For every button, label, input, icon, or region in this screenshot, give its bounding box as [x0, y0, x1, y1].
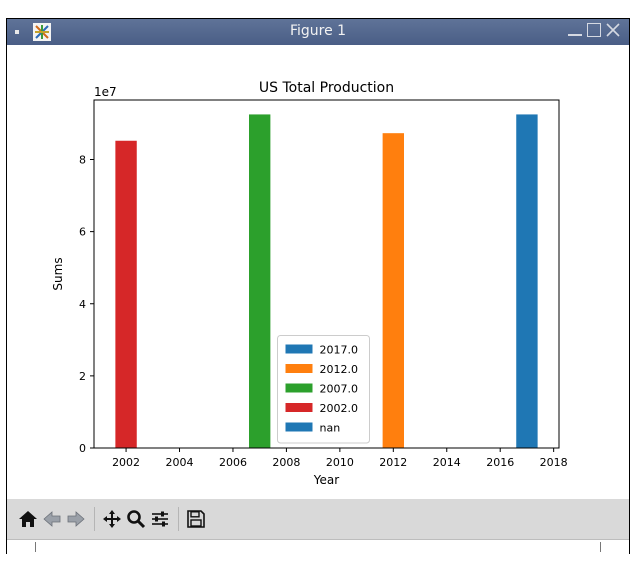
- window-menu-icon[interactable]: [15, 30, 19, 34]
- legend-label: 2007.0: [320, 383, 359, 396]
- legend-swatch: [285, 422, 313, 432]
- axes-frame: [93, 99, 560, 449]
- minimize-icon[interactable]: [567, 22, 583, 38]
- x-tick-label: 2008: [272, 456, 300, 469]
- status-divider: [35, 542, 36, 552]
- bar-2017.0: [516, 114, 538, 449]
- bar-2007.0: [249, 114, 271, 449]
- status-bar: [7, 539, 629, 554]
- title-bar[interactable]: Figure 1: [7, 19, 629, 45]
- x-tick-label: 2010: [326, 456, 354, 469]
- zoom-button[interactable]: [125, 507, 147, 531]
- close-icon[interactable]: [605, 22, 621, 38]
- save-button[interactable]: [185, 507, 207, 531]
- y-axis-label: Sums: [51, 257, 65, 290]
- x-tick-label: 2018: [540, 456, 568, 469]
- legend-swatch: [285, 383, 313, 393]
- arrow-right-icon: [67, 511, 85, 527]
- status-divider: [600, 542, 601, 552]
- legend-label: 2002.0: [320, 402, 359, 415]
- legend-label: 2017.0: [320, 344, 359, 357]
- forward-button[interactable]: [65, 507, 87, 531]
- floppy-disk-icon: [187, 510, 205, 528]
- bar-chart: 2002 2004 2006 2008 2010 2012 2014 2016 2018 0 2 4 6…: [51, 80, 568, 487]
- move-icon: [103, 510, 121, 528]
- sliders-icon: [152, 511, 168, 527]
- legend: 2017.0 2012.0 2007.0 2002.0 nan: [277, 335, 370, 444]
- x-tick-label: 2004: [166, 456, 194, 469]
- arrow-left-icon: [43, 511, 61, 527]
- legend-swatch: [285, 344, 313, 354]
- x-tick-label: 2014: [433, 456, 461, 469]
- legend-label: 2012.0: [320, 363, 359, 376]
- x-tick-label: 2012: [379, 456, 407, 469]
- y-axis-offset-text: 1e7: [94, 85, 117, 99]
- toolbar-separator: [178, 507, 179, 531]
- window-title: Figure 1: [289, 23, 347, 39]
- figure-window: Figure 1 2002 2004 2006 2008 2010 2012 2014 201…: [6, 18, 630, 554]
- legend-swatch: [285, 364, 313, 373]
- x-tick-label: 2016: [486, 456, 514, 469]
- legend-label: nan: [320, 422, 341, 435]
- figure-canvas[interactable]: 2002 2004 2006 2008 2010 2012 2014 2016 2018 0 2 4 6…: [7, 45, 629, 499]
- app-icon: [33, 23, 51, 41]
- y-tick-label: 2: [79, 370, 86, 383]
- legend-box: [277, 335, 370, 444]
- bar-2002.0: [115, 140, 137, 449]
- chart-title: US Total Production: [259, 80, 394, 96]
- bar-2012.0: [382, 133, 404, 449]
- x-tick-label: 2002: [112, 456, 140, 469]
- x-tick-label: 2006: [219, 456, 247, 469]
- configure-subplots-button[interactable]: [149, 507, 171, 531]
- y-tick-label: 8: [79, 154, 86, 167]
- magnifier-icon: [127, 510, 146, 529]
- back-button[interactable]: [41, 507, 63, 531]
- y-tick-label: 4: [79, 298, 86, 311]
- x-axis-label: Year: [313, 473, 339, 487]
- navigation-toolbar: [7, 499, 629, 539]
- y-tick-label: 6: [79, 226, 86, 239]
- toolbar-separator: [94, 507, 95, 531]
- legend-swatch: [285, 403, 313, 412]
- home-button[interactable]: [17, 507, 39, 531]
- maximize-icon[interactable]: [586, 22, 602, 38]
- home-icon: [19, 511, 37, 527]
- pan-button[interactable]: [101, 507, 123, 531]
- y-tick-label: 0: [79, 442, 86, 455]
